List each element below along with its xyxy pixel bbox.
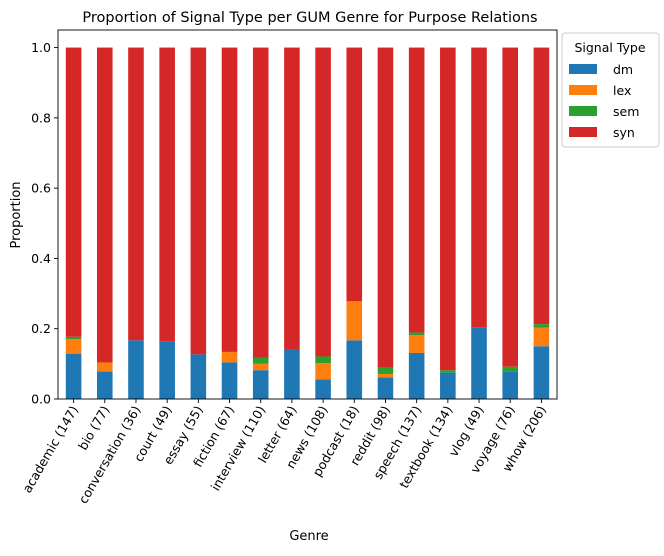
legend-swatch-sem — [569, 106, 597, 116]
bar-segment-sem-14 — [502, 366, 519, 372]
y-tick-label: 1.0 — [31, 40, 51, 55]
bar-segment-dm-5 — [221, 362, 238, 399]
bar-segment-syn-6 — [252, 47, 269, 358]
x-axis-label: Genre — [289, 529, 328, 544]
y-tick-label: 0.2 — [31, 321, 51, 336]
bar-segment-lex-9 — [346, 301, 363, 341]
legend: Signal Type dm lex sem syn — [561, 32, 660, 148]
bar-segment-sem-0 — [65, 336, 82, 340]
legend-label-sem: sem — [613, 104, 639, 119]
legend-swatch-lex — [569, 85, 597, 95]
bar-segment-dm-13 — [471, 327, 487, 399]
y-axis-label: Proportion — [9, 181, 24, 248]
bar-segment-syn-4 — [190, 47, 207, 355]
bar-segment-syn-1 — [96, 47, 113, 363]
bar-segment-syn-11 — [408, 47, 425, 333]
legend-label-dm: dm — [613, 62, 633, 77]
bar-segment-syn-9 — [346, 47, 363, 302]
chart-title: Proportion of Signal Type per GUM Genre … — [82, 10, 537, 26]
bar-segment-dm-9 — [346, 340, 363, 399]
bar-segment-syn-3 — [159, 47, 175, 342]
bar-segment-syn-5 — [221, 47, 238, 352]
bar-segment-syn-15 — [533, 47, 550, 325]
bar-segment-syn-8 — [315, 47, 331, 357]
bar-segment-sem-11 — [408, 332, 425, 336]
plot-frame — [57, 29, 558, 400]
bar-segment-syn-2 — [128, 47, 144, 341]
legend-items: dm lex sem syn — [569, 62, 639, 140]
legend-label-syn: syn — [613, 125, 635, 140]
bar-segment-lex-1 — [96, 362, 113, 372]
legend-swatch-syn — [569, 127, 597, 137]
bar-segment-dm-12 — [440, 372, 456, 399]
x-tick-label: academic (147) — [19, 403, 81, 495]
bar-segment-dm-6 — [252, 370, 269, 399]
bar-segment-dm-14 — [502, 371, 519, 399]
bar-segment-syn-13 — [471, 47, 487, 328]
bar-segment-dm-4 — [190, 354, 207, 399]
y-tick-label: 0.8 — [31, 110, 51, 125]
bar-segment-dm-7 — [284, 349, 300, 399]
bar-segment-lex-0 — [65, 339, 82, 354]
bar-segment-lex-8 — [315, 363, 331, 380]
y-axis: 0.0 0.2 0.4 0.6 0.8 1.0 — [31, 40, 58, 407]
bar-segment-dm-8 — [315, 379, 331, 399]
bar-segment-sem-12 — [440, 370, 456, 373]
bar-segment-syn-10 — [377, 47, 394, 368]
legend-title: Signal Type — [574, 40, 645, 55]
y-tick-label: 0.0 — [31, 392, 51, 407]
bar-segment-dm-0 — [65, 353, 82, 399]
y-tick-label: 0.4 — [31, 251, 51, 266]
bar-segment-dm-3 — [159, 341, 175, 399]
x-axis: academic (147)bio (77)conversation (36)c… — [19, 399, 549, 506]
y-tick-label: 0.6 — [31, 181, 51, 196]
bar-segment-lex-10 — [377, 374, 394, 378]
legend-frame — [561, 32, 660, 148]
bar-segment-dm-10 — [377, 377, 394, 399]
bar-segment-dm-2 — [128, 340, 144, 399]
bar-segment-sem-10 — [377, 367, 394, 375]
bar-segment-lex-15 — [533, 327, 550, 347]
bar-segment-lex-5 — [221, 351, 238, 363]
bar-segment-syn-0 — [65, 47, 82, 337]
bar-segment-dm-1 — [96, 371, 113, 399]
bar-segment-syn-14 — [502, 47, 519, 367]
bar-segment-sem-15 — [533, 324, 550, 328]
plot-bars — [65, 47, 550, 399]
bar-segment-syn-7 — [284, 47, 300, 350]
bar-segment-lex-11 — [408, 335, 425, 353]
bar-segment-dm-11 — [408, 352, 425, 399]
bar-segment-sem-6 — [252, 357, 269, 364]
bar-segment-lex-6 — [252, 363, 269, 371]
bar-segment-syn-12 — [440, 47, 456, 371]
bar-segment-dm-15 — [533, 346, 550, 399]
bar-segment-sem-8 — [315, 356, 331, 364]
legend-label-lex: lex — [613, 83, 631, 98]
legend-swatch-dm — [569, 64, 597, 74]
